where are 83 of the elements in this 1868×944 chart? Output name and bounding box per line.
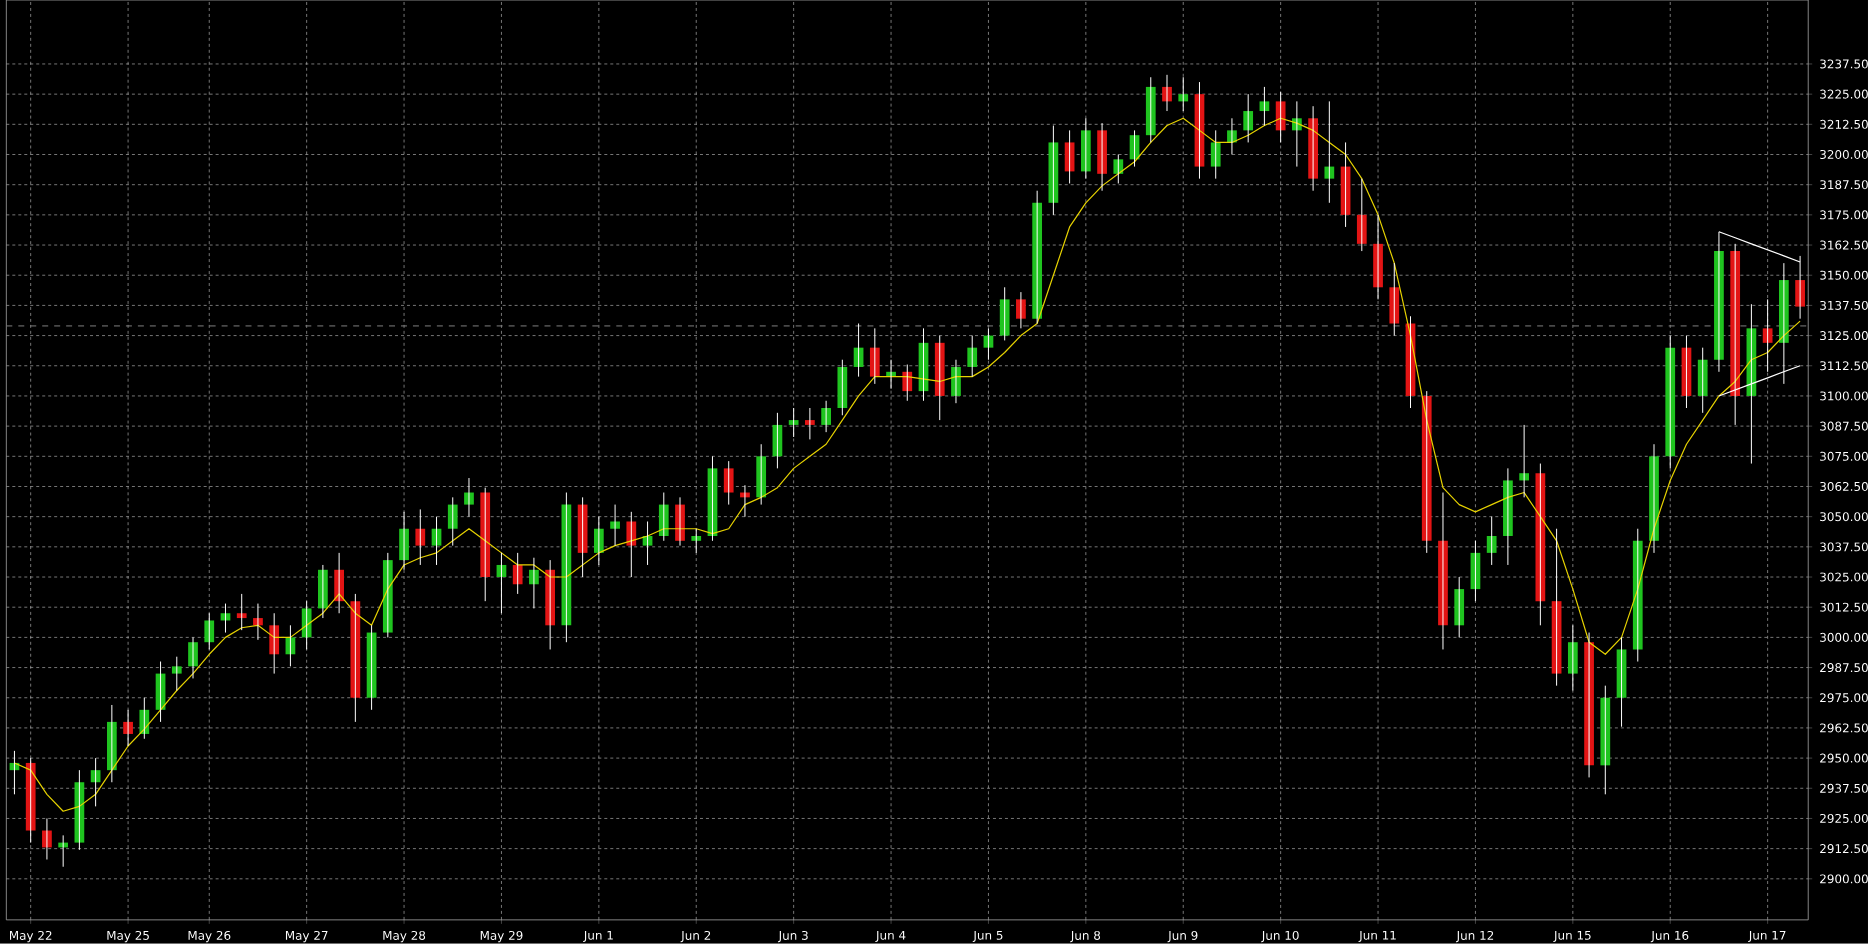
- y-tick-label: 2925.00: [1820, 814, 1868, 824]
- x-tick-label: May 29: [480, 931, 523, 943]
- y-tick-label: 2962.50: [1820, 723, 1868, 733]
- x-tick-label: Jun 16: [1650, 931, 1689, 943]
- y-tick-label: 3075.00: [1820, 451, 1868, 461]
- x-tick-label: Jun 17: [1748, 931, 1786, 943]
- y-tick-label: 3037.50: [1820, 542, 1868, 552]
- candlestick: [723, 460, 734, 506]
- candlestick: [1486, 516, 1497, 566]
- x-tick-label: Jun 15: [1553, 931, 1591, 943]
- y-tick-label: 3012.50: [1820, 602, 1868, 612]
- candlestick: [25, 757, 36, 844]
- y-tick-label: 2975.00: [1820, 693, 1868, 703]
- candlestick: [1697, 347, 1708, 414]
- x-tick-label: May 25: [107, 931, 149, 943]
- y-tick-label: 3087.50: [1820, 421, 1868, 431]
- candlestick: [756, 443, 767, 506]
- y-tick-label: 3112.50: [1820, 361, 1868, 371]
- candlestick: [869, 327, 880, 385]
- x-tick-label: May 22: [10, 931, 52, 943]
- y-tick-label: 3025.00: [1820, 572, 1868, 582]
- candlestick: [1210, 129, 1221, 180]
- candlestick: [999, 286, 1010, 342]
- y-tick-label: 2900.00: [1820, 874, 1868, 884]
- y-tick-label: 3100.00: [1820, 391, 1868, 401]
- candlestick: [382, 552, 393, 638]
- candlestick: [967, 335, 978, 378]
- candlestick: [1178, 76, 1189, 112]
- y-tick-label: 2912.50: [1820, 844, 1868, 854]
- x-tick-label: May 26: [188, 931, 231, 943]
- candlestick: [1356, 178, 1367, 252]
- x-tick-label: Jun 10: [1261, 931, 1299, 943]
- y-tick-label: 3150.00: [1820, 270, 1868, 280]
- x-tick-label: May 27: [285, 931, 328, 943]
- x-tick-label: Jun 1: [583, 931, 613, 943]
- candlestick: [626, 511, 637, 578]
- x-tick-label: Jun 9: [1167, 931, 1198, 943]
- candlestick: [415, 509, 426, 566]
- candlestick: [1454, 576, 1465, 638]
- candlestick: [1762, 298, 1773, 373]
- candlestick: [204, 612, 215, 651]
- candlestick: [1145, 76, 1156, 144]
- x-tick-label: Jun 12: [1455, 931, 1494, 943]
- y-tick-label: 3237.50: [1820, 59, 1868, 69]
- candlestick: [788, 407, 799, 438]
- candlestick: [1080, 117, 1091, 180]
- x-tick-label: Jun 8: [1070, 931, 1101, 943]
- candlestick: [837, 359, 848, 416]
- candlestick: [236, 593, 247, 631]
- candlestick: [610, 504, 620, 547]
- y-tick-label: 3000.00: [1820, 632, 1868, 642]
- y-tick-label: 3200.00: [1820, 150, 1868, 160]
- x-tick-label: Jun 4: [875, 931, 906, 943]
- candlestick: [934, 335, 945, 421]
- y-tick-label: 3212.50: [1820, 119, 1868, 129]
- x-tick-label: Jun 5: [972, 931, 1003, 943]
- candlestick: [447, 496, 458, 547]
- candlestick: [480, 487, 491, 602]
- candlestick: [171, 656, 182, 692]
- y-tick-label: 3225.00: [1820, 89, 1868, 99]
- y-tick-label: 2950.00: [1820, 753, 1868, 763]
- candlestick: [350, 593, 361, 723]
- x-tick-label: May 28: [383, 931, 426, 943]
- y-tick-label: 3162.50: [1820, 240, 1868, 250]
- candlestick: [1567, 624, 1578, 692]
- candlestick: [1389, 262, 1400, 337]
- x-tick-label: Jun 3: [777, 931, 808, 943]
- y-tick-label: 3137.50: [1820, 300, 1868, 311]
- y-tick-label: 2937.50: [1820, 783, 1868, 793]
- candlestick: [1113, 154, 1124, 185]
- candlestick: [1665, 335, 1676, 469]
- candlestick: [1600, 685, 1611, 795]
- y-tick-label: 3187.50: [1820, 180, 1868, 190]
- x-tick-label: Jun 11: [1358, 931, 1396, 943]
- candlestick: [1243, 93, 1254, 144]
- candlestick: [691, 528, 702, 554]
- y-tick-label: 2987.50: [1820, 663, 1868, 673]
- y-tick-label: 3175.00: [1820, 210, 1868, 220]
- y-tick-label: 3125.00: [1820, 331, 1868, 341]
- y-tick-label: 3050.00: [1820, 512, 1868, 522]
- candlestick: [1324, 101, 1335, 204]
- x-tick-label: Jun 2: [680, 931, 711, 943]
- y-tick-label: 3062.50: [1820, 482, 1868, 492]
